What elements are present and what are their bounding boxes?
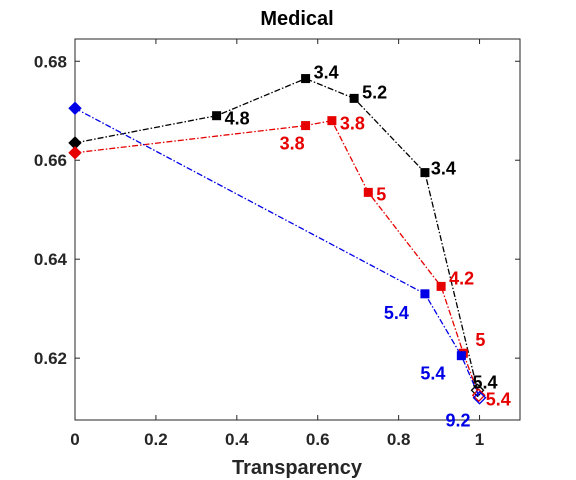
data-label: 5.4 xyxy=(473,372,498,392)
data-point xyxy=(327,116,337,126)
x-tick-label: 0.6 xyxy=(306,430,330,449)
data-point xyxy=(349,93,359,103)
data-point xyxy=(470,383,485,398)
data-label: 3.8 xyxy=(280,134,305,154)
data-point xyxy=(68,101,82,115)
data-label: 4.8 xyxy=(225,109,250,129)
data-label: 3.4 xyxy=(431,159,456,179)
data-point xyxy=(420,168,430,178)
plot-area-frame xyxy=(74,38,521,421)
data-label: 3.8 xyxy=(340,114,365,134)
y-tick-label: 0.62 xyxy=(34,349,67,368)
data-label: 9.2 xyxy=(446,411,471,431)
data-label: 5.4 xyxy=(384,303,409,323)
data-label: 5.4 xyxy=(486,389,511,409)
y-tick-label: 0.64 xyxy=(34,250,68,269)
data-label: 5.2 xyxy=(362,82,387,102)
series-line-2 xyxy=(74,107,481,398)
x-tick-label: 0.8 xyxy=(387,430,411,449)
data-point xyxy=(420,289,430,299)
data-point xyxy=(471,388,486,403)
axis-ticks: 0 0.2 0.4 0.6 0.8 1 0.62 0.64 0.66 0.68 xyxy=(34,39,520,449)
data-point xyxy=(212,111,222,121)
data-point xyxy=(363,187,373,197)
data-label: 4.2 xyxy=(449,268,474,288)
x-tick-label: 1 xyxy=(475,430,484,449)
x-axis-title: Transparency xyxy=(232,457,363,479)
data-label: 5.4 xyxy=(420,364,445,384)
data-point xyxy=(472,390,487,405)
data-point xyxy=(456,351,466,361)
data-point xyxy=(436,281,446,291)
x-tick-label: 0.4 xyxy=(225,430,249,449)
data-point xyxy=(301,74,311,84)
data-label: 5 xyxy=(376,184,386,204)
data-label: 5 xyxy=(475,330,485,350)
data-point xyxy=(301,121,311,131)
data-point xyxy=(68,146,82,160)
series-layer xyxy=(68,74,487,405)
y-tick-label: 0.68 xyxy=(34,52,67,71)
chart-title: Medical xyxy=(260,8,333,30)
x-tick-label: 0 xyxy=(70,430,79,449)
series-line-0 xyxy=(74,77,479,391)
data-label: 3.4 xyxy=(314,63,339,83)
data-labels-layer: 4.83.45.23.45.43.83.854.255.45.45.49.2 xyxy=(225,63,511,431)
x-tick-label: 0.2 xyxy=(144,430,168,449)
y-tick-label: 0.66 xyxy=(34,151,67,170)
